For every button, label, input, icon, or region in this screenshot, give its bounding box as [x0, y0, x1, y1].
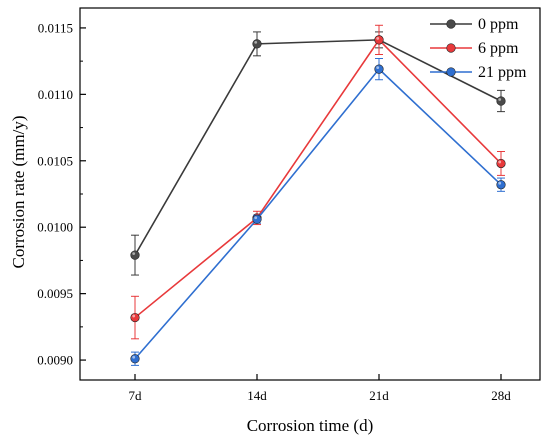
plot-frame — [79, 7, 541, 381]
data-point-highlight — [132, 314, 136, 318]
y-tick-label: 0.0110 — [38, 87, 73, 102]
data-point — [374, 64, 384, 74]
data-point — [496, 180, 506, 190]
data-point-highlight — [254, 40, 258, 44]
data-point-highlight — [498, 160, 502, 164]
legend-item: 0 ppm — [430, 16, 519, 33]
plot-border — [79, 7, 541, 381]
data-point — [130, 354, 140, 364]
data-point — [130, 312, 140, 323]
data-point — [252, 39, 262, 49]
data-point-highlight — [132, 252, 136, 256]
legend-label: 6 ppm — [478, 40, 519, 57]
data-point-highlight — [376, 66, 380, 70]
x-axis: 7d 14d 21d 28d — [129, 374, 511, 403]
x-axis-title: Corrosion time (d) — [247, 416, 374, 435]
y-tick-label: 0.0100 — [37, 220, 73, 235]
data-point — [252, 214, 262, 224]
data-point-highlight — [132, 355, 136, 359]
legend: 0 ppm 6 ppm 21 ppm — [430, 16, 527, 81]
x-tick-label: 21d — [369, 388, 389, 403]
y-tick-label: 0.0090 — [37, 353, 73, 368]
data-point-highlight — [498, 98, 502, 101]
data-point — [130, 250, 140, 260]
series-line — [134, 39, 502, 256]
x-tick-label: 28d — [491, 388, 511, 403]
legend-label: 21 ppm — [478, 64, 527, 81]
data-point-highlight — [498, 181, 502, 185]
data-point — [374, 35, 384, 45]
legend-item: 6 ppm — [430, 40, 519, 57]
legend-item: 21 ppm — [430, 64, 527, 81]
legend-marker — [446, 43, 456, 53]
data-point-highlight — [376, 36, 380, 40]
series-line — [134, 38, 502, 319]
legend-marker — [446, 67, 456, 77]
data-point-highlight — [254, 216, 258, 220]
x-tick-label: 7d — [129, 388, 143, 403]
data-point — [496, 96, 506, 106]
y-axis-title: Corrosion rate (mm/y) — [9, 116, 28, 269]
legend-label: 0 ppm — [478, 16, 519, 33]
y-tick-label: 0.0115 — [38, 20, 73, 35]
y-tick-label: 0.0105 — [37, 153, 73, 168]
series-layer — [130, 24, 506, 366]
legend-marker — [446, 19, 456, 29]
series-line — [134, 67, 502, 360]
data-point — [496, 158, 506, 169]
y-axis: 0.0090 0.0095 0.0100 0.0105 0.0110 0.0115 — [37, 20, 86, 368]
series-21-ppm — [130, 57, 506, 366]
x-tick-label: 14d — [247, 388, 267, 403]
y-tick-label: 0.0095 — [37, 286, 73, 301]
